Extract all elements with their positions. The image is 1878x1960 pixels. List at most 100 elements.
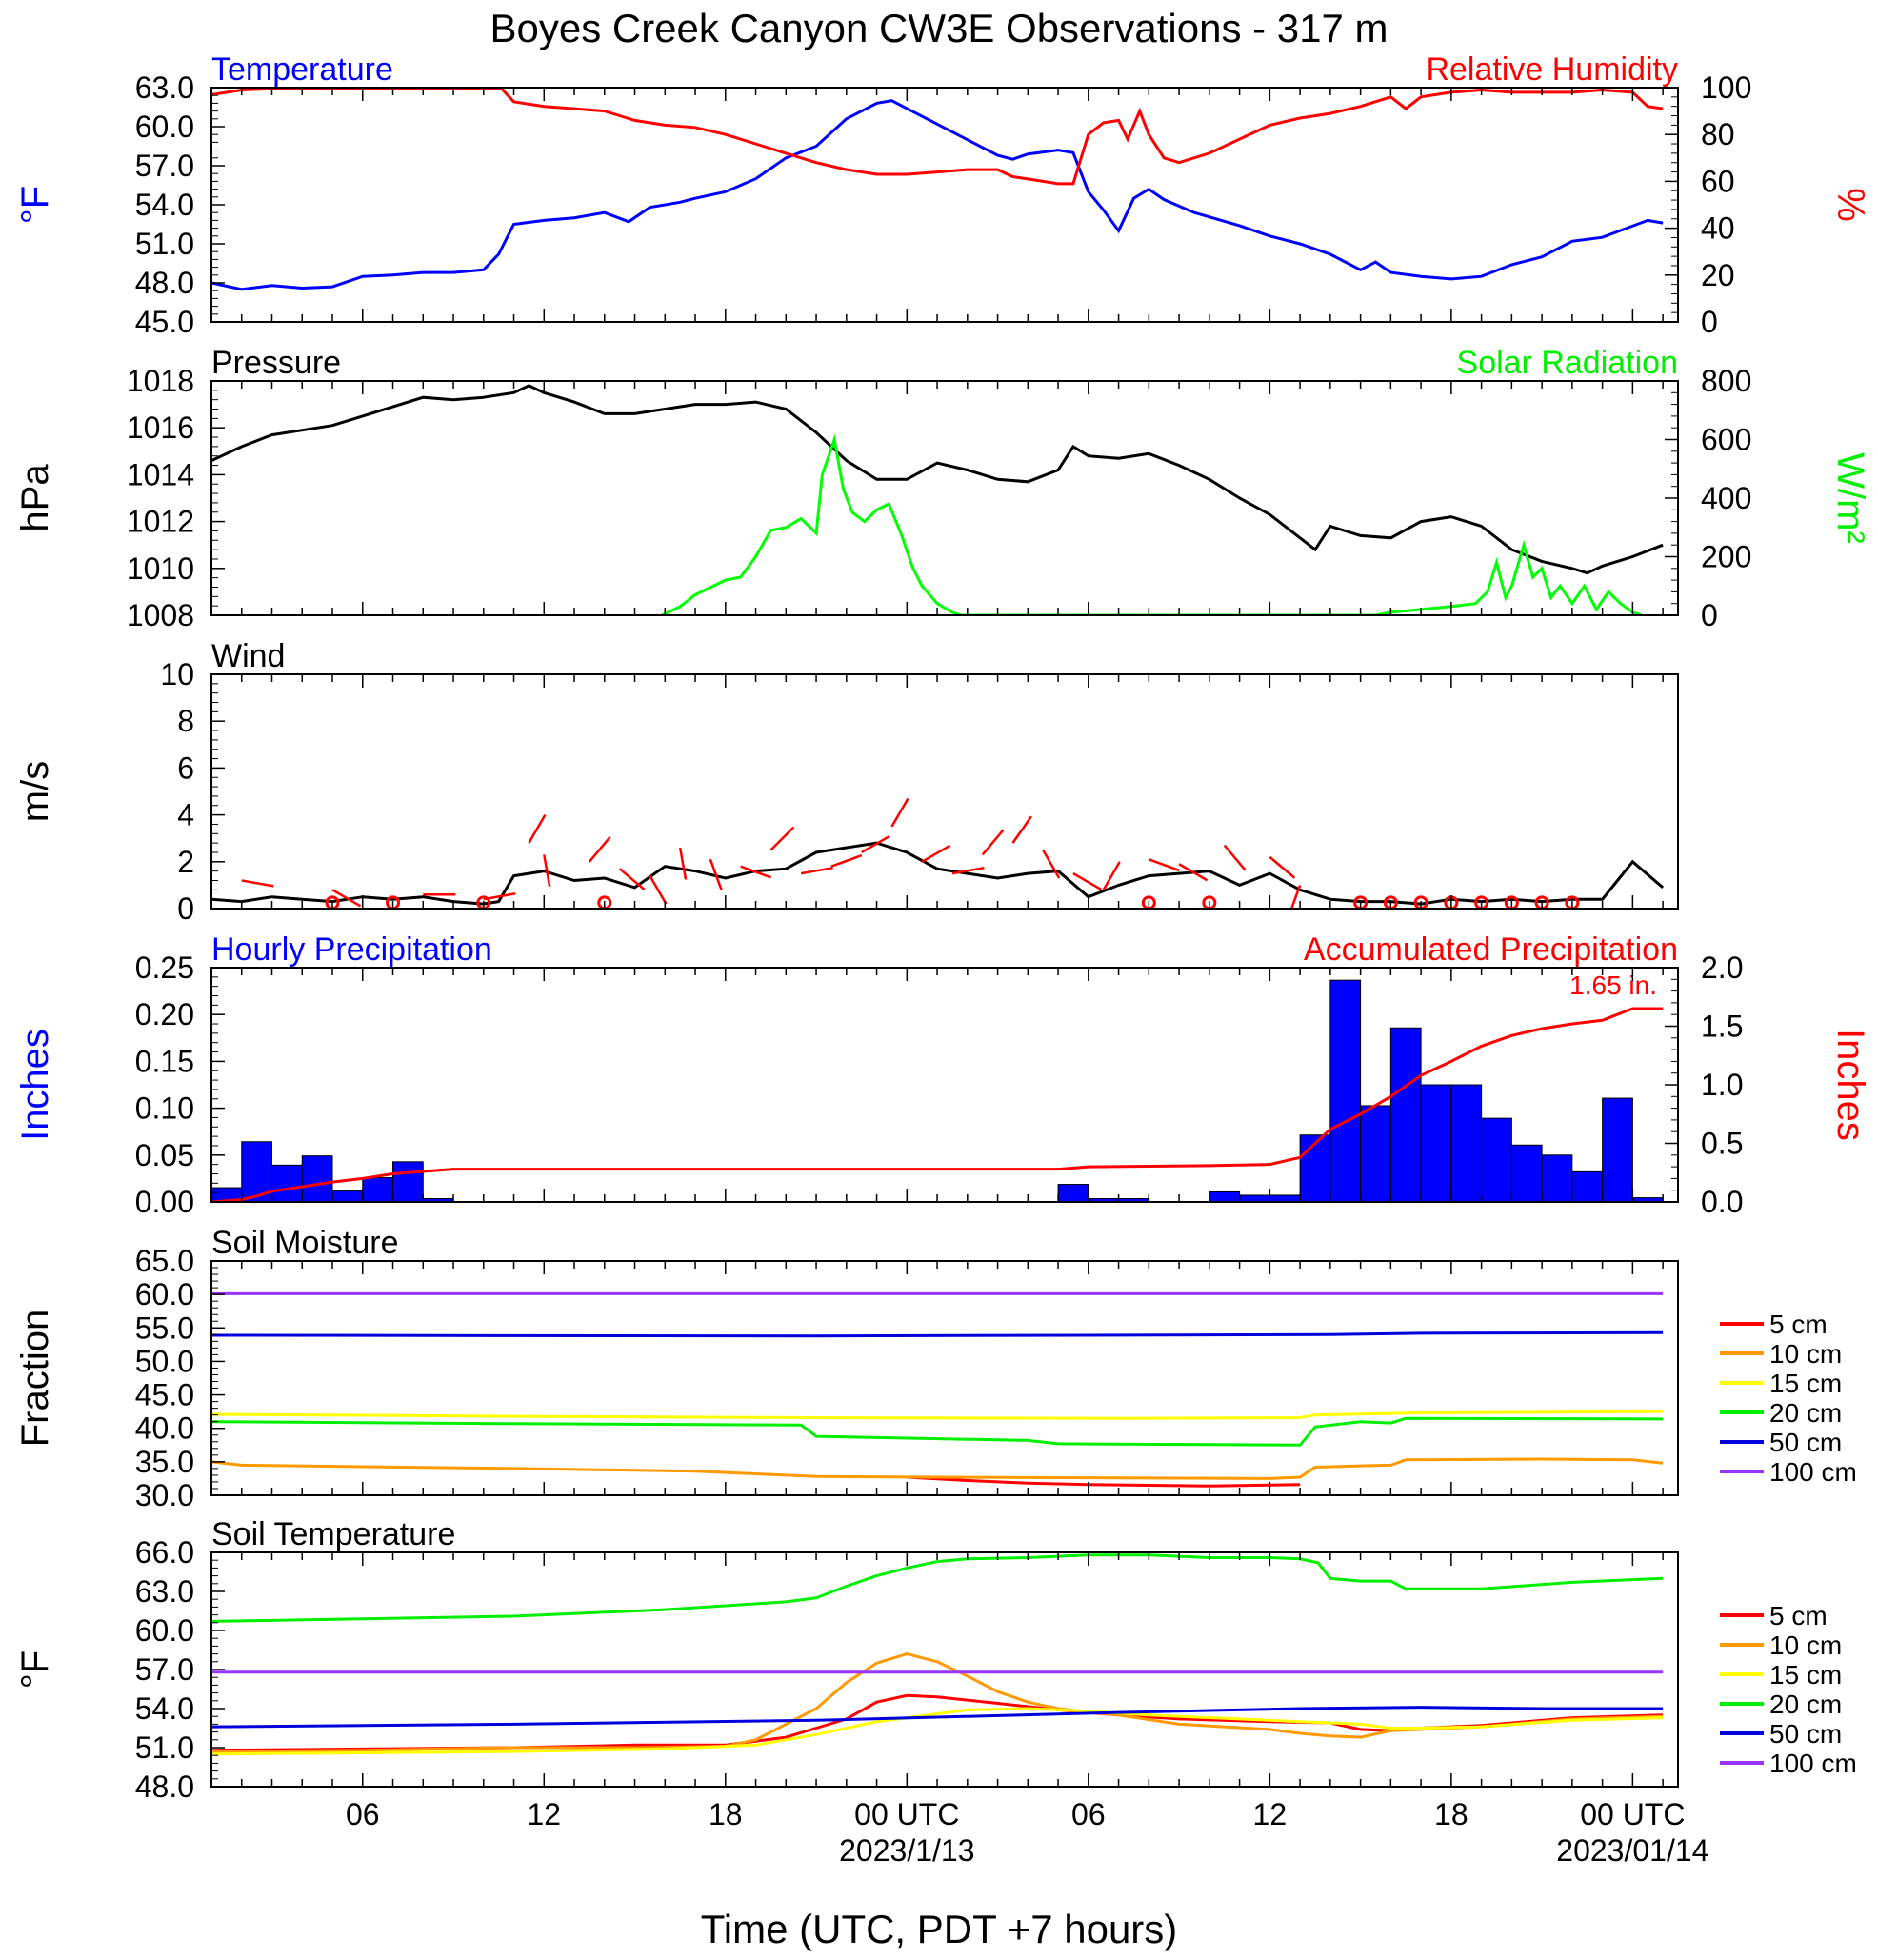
y-tick-label-left: 57.0 [135,149,194,183]
wind-barb [921,844,951,863]
y-tick-label-left: 8 [177,704,194,738]
y-tick-label-left: 0.20 [135,997,194,1031]
x-tick-label: 00 UTC [854,1797,959,1831]
y-tick-label-left: 2 [177,845,194,879]
panel-title-right: Solar Radiation [1457,345,1678,381]
y-tick-label-right: 0.0 [1701,1185,1743,1219]
wind-barb [1269,855,1296,879]
panel-frame [210,380,1679,616]
y-tick-label-left: 60.0 [135,110,194,144]
plot-area [211,797,1665,909]
x-axis-label: Time (UTC, PDT +7 hours) [701,1907,1178,1951]
y-axis-label-left: m/s [14,761,56,822]
x-tick-label: 18 [1434,1797,1468,1831]
y-axis-label-left: °F [14,186,56,224]
y-tick-label-left: 0.05 [135,1138,194,1172]
y-tick-label-left: 50.0 [135,1344,194,1378]
wind-barb [331,889,362,908]
panel-frame [210,1260,1679,1496]
y-tick-label-right: 100 [1701,70,1751,105]
precip-bar [1481,1117,1512,1202]
precip-bar [1420,1084,1452,1202]
y-tick-label-left: 35.0 [135,1445,194,1479]
legend-label: 20 cm [1769,1690,1842,1719]
y-tick-label-right: 0 [1701,305,1718,339]
legend-label: 50 cm [1769,1428,1842,1457]
wind-barb [618,868,646,890]
wind-barb [528,814,547,844]
wind-barb [588,835,611,863]
plot-area [211,88,1664,291]
y-tick-label-right: 20 [1701,258,1735,292]
y-axis-label-left: °F [14,1650,56,1689]
y-tick-label-left: 60.0 [135,1277,194,1311]
wind-barb [241,879,274,888]
panel-wind: 0 2 4 6 8 10 Wind m/s [14,638,1679,926]
legend-label: 100 cm [1769,1457,1857,1487]
y-tick-label-right: 1.5 [1701,1010,1743,1044]
y-tick-label-right: 1.0 [1701,1068,1743,1102]
panel-pressure_solar: 1008 1010 1012 1014 1016 1018 0 200 400 600 800 Pre… [14,345,1871,632]
precip-bar [1329,979,1362,1202]
y-tick-label-left: 1012 [127,505,194,539]
y-axis-label-left: Inches [14,1029,56,1141]
wind-barb [1148,858,1180,872]
precip-bar [1571,1170,1604,1202]
plot-area [211,384,1664,615]
precip-bar [331,1190,364,1202]
x-tick-label: 00 UTC [1580,1797,1685,1831]
panel-frame [210,87,1679,323]
precip-bar [1450,1084,1483,1202]
wind-barb [678,847,688,880]
wind-barb [543,854,551,888]
series-line-10-cm [211,1652,1664,1753]
y-tick-label-right: 600 [1701,423,1751,457]
panel-temp_rh: 45.0 48.0 51.0 54.0 57.0 60.0 63.0 0 20 40 60 80 100… [14,51,1871,339]
y-tick-label-left: 66.0 [135,1535,194,1570]
precip-bar [1239,1194,1270,1202]
x-tick-label: 12 [1253,1797,1288,1831]
y-tick-label-left: 0.00 [135,1185,194,1219]
series-line-50-cm [211,1330,1664,1338]
legend-label: 15 cm [1769,1660,1842,1690]
precip-bar [1360,1105,1391,1202]
series-line-pressure [211,384,1664,575]
y-tick-label-right: 800 [1701,364,1751,398]
panel-frame [210,673,1679,910]
precip-bar [271,1164,303,1202]
precip-bar [1602,1097,1633,1202]
y-tick-label-right: 0.5 [1701,1127,1743,1161]
y-tick-label-left: 54.0 [135,188,194,222]
y-tick-label-left: 63.0 [135,1574,194,1609]
series-line-relative-humidity [211,88,1664,186]
y-tick-label-left: 51.0 [135,227,194,261]
series-line-50-cm [211,1706,1664,1729]
legend-label: 15 cm [1769,1369,1842,1398]
y-tick-label-left: 45.0 [135,305,194,339]
y-tick-label-left: 1010 [127,551,194,586]
y-tick-label-left: 30.0 [135,1478,194,1512]
wind-barb [800,866,833,875]
x-tick-label: 18 [709,1797,743,1831]
precip-bar [1209,1190,1241,1202]
series-line-temperature [211,99,1664,291]
precip-bar [1541,1154,1573,1202]
legend-label: 50 cm [1769,1719,1842,1749]
legend-label: 10 cm [1769,1630,1842,1660]
precip-bar [1299,1134,1331,1202]
y-tick-label-left: 1016 [127,410,194,445]
y-tick-label-right: 2.0 [1701,950,1743,985]
y-axis-label-right: % [1829,188,1871,222]
wind-barb [830,853,863,868]
x-tick-label: 12 [527,1797,561,1831]
panel-title-left: Pressure [211,345,341,381]
wind-barb [1223,844,1247,871]
wind-barb [1178,863,1209,882]
legend-label: 5 cm [1769,1601,1828,1630]
panel-title-left: Hourly Precipitation [211,931,492,968]
legend-label: 10 cm [1769,1339,1842,1369]
series-line-20-cm [211,1416,1664,1447]
y-tick-label-right: 60 [1701,164,1735,198]
precip-bar [1510,1144,1543,1202]
